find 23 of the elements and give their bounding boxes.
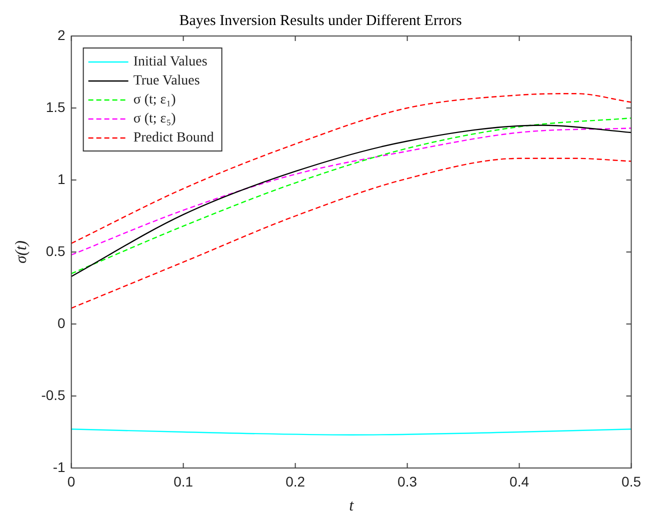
- legend-label: σ (t; ε₅): [133, 112, 176, 127]
- legend-label: Initial Values: [133, 54, 208, 70]
- chart-title: Bayes Inversion Results under Different Errors: [179, 12, 462, 29]
- x-tick-label: 0.1: [174, 473, 194, 490]
- y-axis-title: σ(t): [12, 240, 30, 264]
- x-axis-title: t: [349, 498, 354, 515]
- x-tick-label: 0.5: [622, 473, 642, 490]
- legend-label: σ (t; ε₁): [133, 92, 176, 108]
- y-tick-label: 1.5: [46, 98, 66, 115]
- y-tick-label: 1: [58, 170, 66, 187]
- y-tick-label: -0.5: [41, 386, 66, 403]
- y-tick-label: 0.5: [46, 242, 66, 259]
- x-tick-label: 0.4: [510, 473, 530, 490]
- x-tick-label: 0.3: [398, 473, 418, 490]
- x-tick-label: 0.2: [286, 473, 306, 490]
- line-series: [71, 93, 632, 244]
- legend-label: Predict Bound: [133, 130, 214, 146]
- legend-label: True Values: [133, 74, 200, 89]
- y-tick-label: 0: [58, 314, 66, 331]
- line-series: [71, 158, 632, 309]
- line-series: [71, 128, 632, 256]
- y-tick-label: -1: [52, 458, 66, 475]
- y-tick-label: 2: [58, 26, 66, 43]
